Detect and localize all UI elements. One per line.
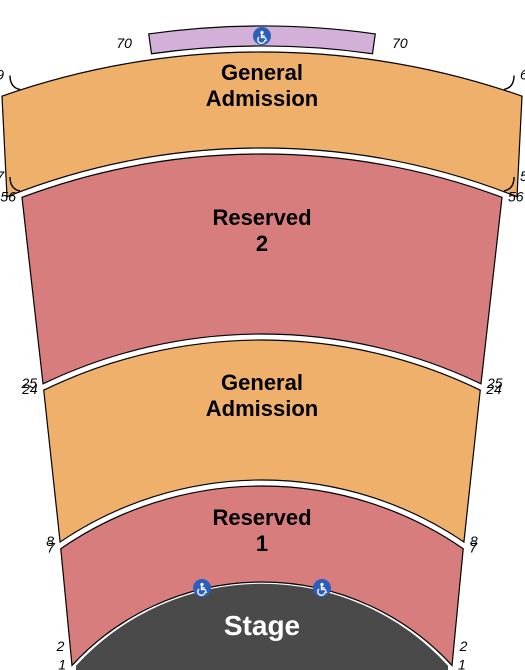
stage-label: Stage [224, 610, 300, 641]
row-label-right-8: 8 [470, 533, 478, 549]
ada-icon-bottom-right [313, 579, 331, 597]
ada-icon-bottom-left [193, 579, 211, 597]
row-label-left-56: 56 [0, 188, 16, 204]
row-label-left-25: 25 [20, 375, 37, 391]
section-label-ga_upper-line1: Admission [206, 86, 318, 111]
section-label-ga_lower-line0: General [221, 370, 303, 395]
row-label-right-69: 69 [520, 66, 525, 82]
row-label-right-56: 56 [508, 188, 524, 204]
row-bracket-right-69 [504, 75, 514, 89]
section-label-reserved1-line1: 1 [256, 531, 268, 556]
ada-icon-top [253, 27, 271, 45]
section-label-ga_lower-line1: Admission [206, 396, 318, 421]
row-label-right-1: 1 [458, 656, 466, 670]
section-label-ga_upper-line0: General [221, 60, 303, 85]
row-label-right-25: 25 [486, 375, 503, 391]
row-label-left-8: 8 [46, 533, 54, 549]
row-label-left-69: 69 [0, 66, 4, 82]
section-label-reserved2-line1: 2 [256, 231, 268, 256]
row-bracket-left-69 [10, 75, 20, 89]
row-label-right-57: 57 [520, 168, 525, 184]
row-label-left-70: 70 [116, 35, 132, 51]
row-label-right-70: 70 [392, 35, 408, 51]
row-label-left-1: 1 [58, 656, 66, 670]
row-label-left-57: 57 [0, 168, 5, 184]
section-label-reserved1-line0: Reserved [212, 505, 311, 530]
section-label-reserved2-line0: Reserved [212, 205, 311, 230]
row-label-left-2: 2 [56, 638, 65, 654]
row-label-right-2: 2 [459, 638, 468, 654]
